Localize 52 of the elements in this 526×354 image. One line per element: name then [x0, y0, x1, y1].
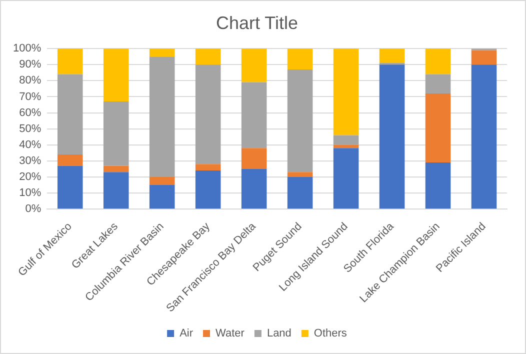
bar	[333, 148, 359, 209]
bar	[149, 48, 175, 57]
bar	[57, 154, 83, 166]
y-tick-label: 60%	[19, 106, 42, 119]
y-tick-label: 20%	[19, 171, 42, 184]
y-tick-label: 90%	[19, 58, 42, 71]
bar	[195, 164, 221, 171]
y-tick-label: 10%	[19, 187, 42, 200]
bar	[425, 48, 451, 74]
legend-label: Water	[216, 328, 245, 340]
y-tick-label: 70%	[19, 90, 42, 103]
legend-label: Others	[314, 328, 348, 340]
bar	[195, 48, 221, 65]
legend-label: Land	[266, 328, 292, 340]
bar	[333, 48, 359, 136]
bar	[425, 162, 451, 209]
bar	[149, 185, 175, 209]
y-tick-label: 0%	[25, 203, 42, 216]
bar	[287, 172, 313, 177]
bar	[425, 94, 451, 163]
y-tick-label: 50%	[19, 122, 42, 135]
y-tick-label: 30%	[19, 154, 42, 167]
bar	[379, 64, 405, 209]
bar	[241, 82, 267, 148]
bar	[57, 48, 83, 74]
bar	[241, 148, 267, 169]
bar	[425, 74, 451, 94]
chart-title: Chart Title	[216, 12, 298, 33]
bar	[195, 64, 221, 164]
y-tick-label: 40%	[19, 138, 42, 151]
bar	[149, 56, 175, 177]
bar	[103, 48, 129, 102]
bar	[379, 48, 405, 64]
bar	[103, 166, 129, 172]
bar	[333, 135, 359, 145]
bar	[471, 64, 497, 209]
bar	[195, 170, 221, 209]
bar	[287, 176, 313, 209]
y-tick-label: 100%	[12, 42, 42, 55]
legend-label: Air	[180, 328, 194, 340]
y-tick-label: 80%	[19, 74, 42, 87]
bar	[287, 69, 313, 172]
bar	[103, 102, 129, 166]
bar	[333, 144, 359, 148]
bar	[103, 172, 129, 209]
bar	[241, 48, 267, 82]
bar	[149, 176, 175, 185]
bar	[471, 50, 497, 65]
bar	[241, 168, 267, 209]
bar	[287, 48, 313, 70]
bar	[57, 74, 83, 155]
bar	[57, 166, 83, 209]
